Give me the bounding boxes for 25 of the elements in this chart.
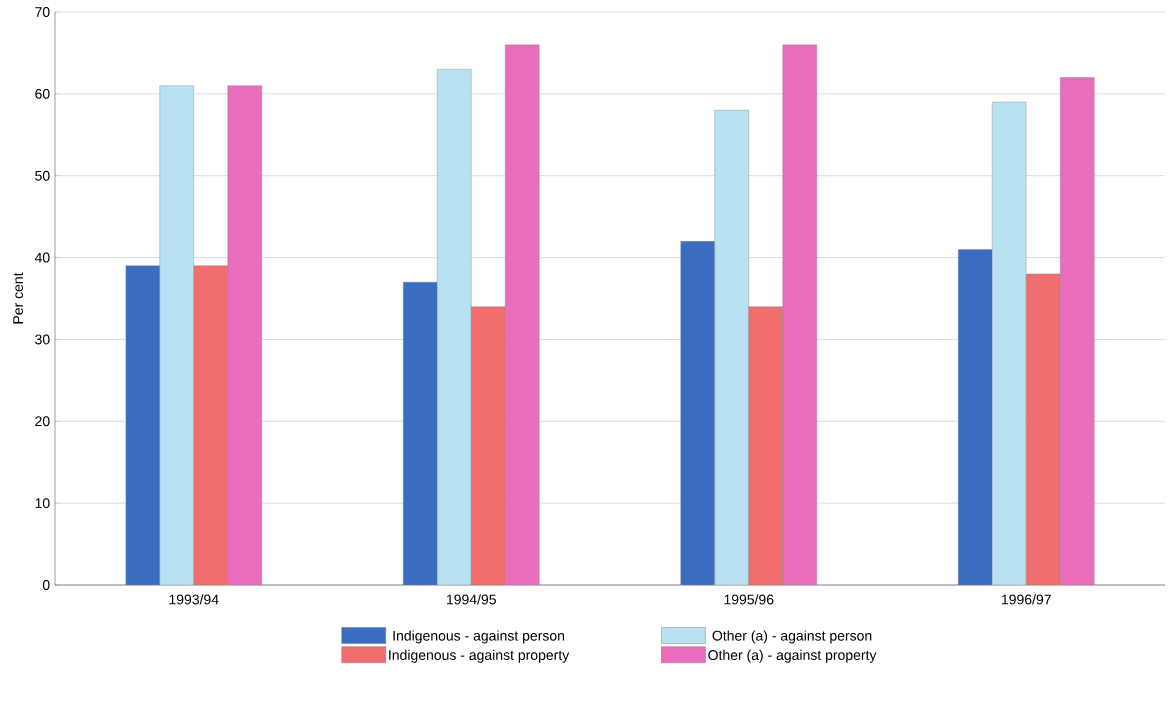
- y-axis-title: Per cent: [13, 272, 24, 324]
- y-tick-label: 20: [35, 416, 50, 427]
- bar: [748, 306, 783, 585]
- y-tick-label: 40: [34, 252, 50, 263]
- x-tick-label: 1995/96: [724, 594, 774, 605]
- legend-label: Other (a) - against person: [712, 630, 872, 644]
- y-tick-label: 70: [35, 7, 50, 17]
- bar: [193, 265, 228, 585]
- y-tick-label: 0: [42, 580, 50, 590]
- legend-label: Indigenous - against person: [393, 630, 565, 644]
- bar: [714, 110, 749, 585]
- y-tick-label: 10: [35, 498, 50, 509]
- y-tick-label: 30: [35, 334, 50, 345]
- x-tick-label: 1996/97: [1002, 594, 1051, 605]
- bar: [1026, 273, 1061, 585]
- bar: [471, 306, 506, 585]
- legend-label: Indigenous - against property: [389, 649, 570, 663]
- y-tick-label: 60: [35, 88, 50, 99]
- x-tick-label: 1993/94: [169, 594, 219, 605]
- x-tick-label: 1994/95: [447, 594, 496, 605]
- y-tick-label: 50: [35, 170, 50, 181]
- bar: [992, 101, 1027, 585]
- bar: [159, 85, 194, 585]
- bar: [437, 69, 472, 585]
- legend-label: Other (a) - against property: [708, 649, 877, 663]
